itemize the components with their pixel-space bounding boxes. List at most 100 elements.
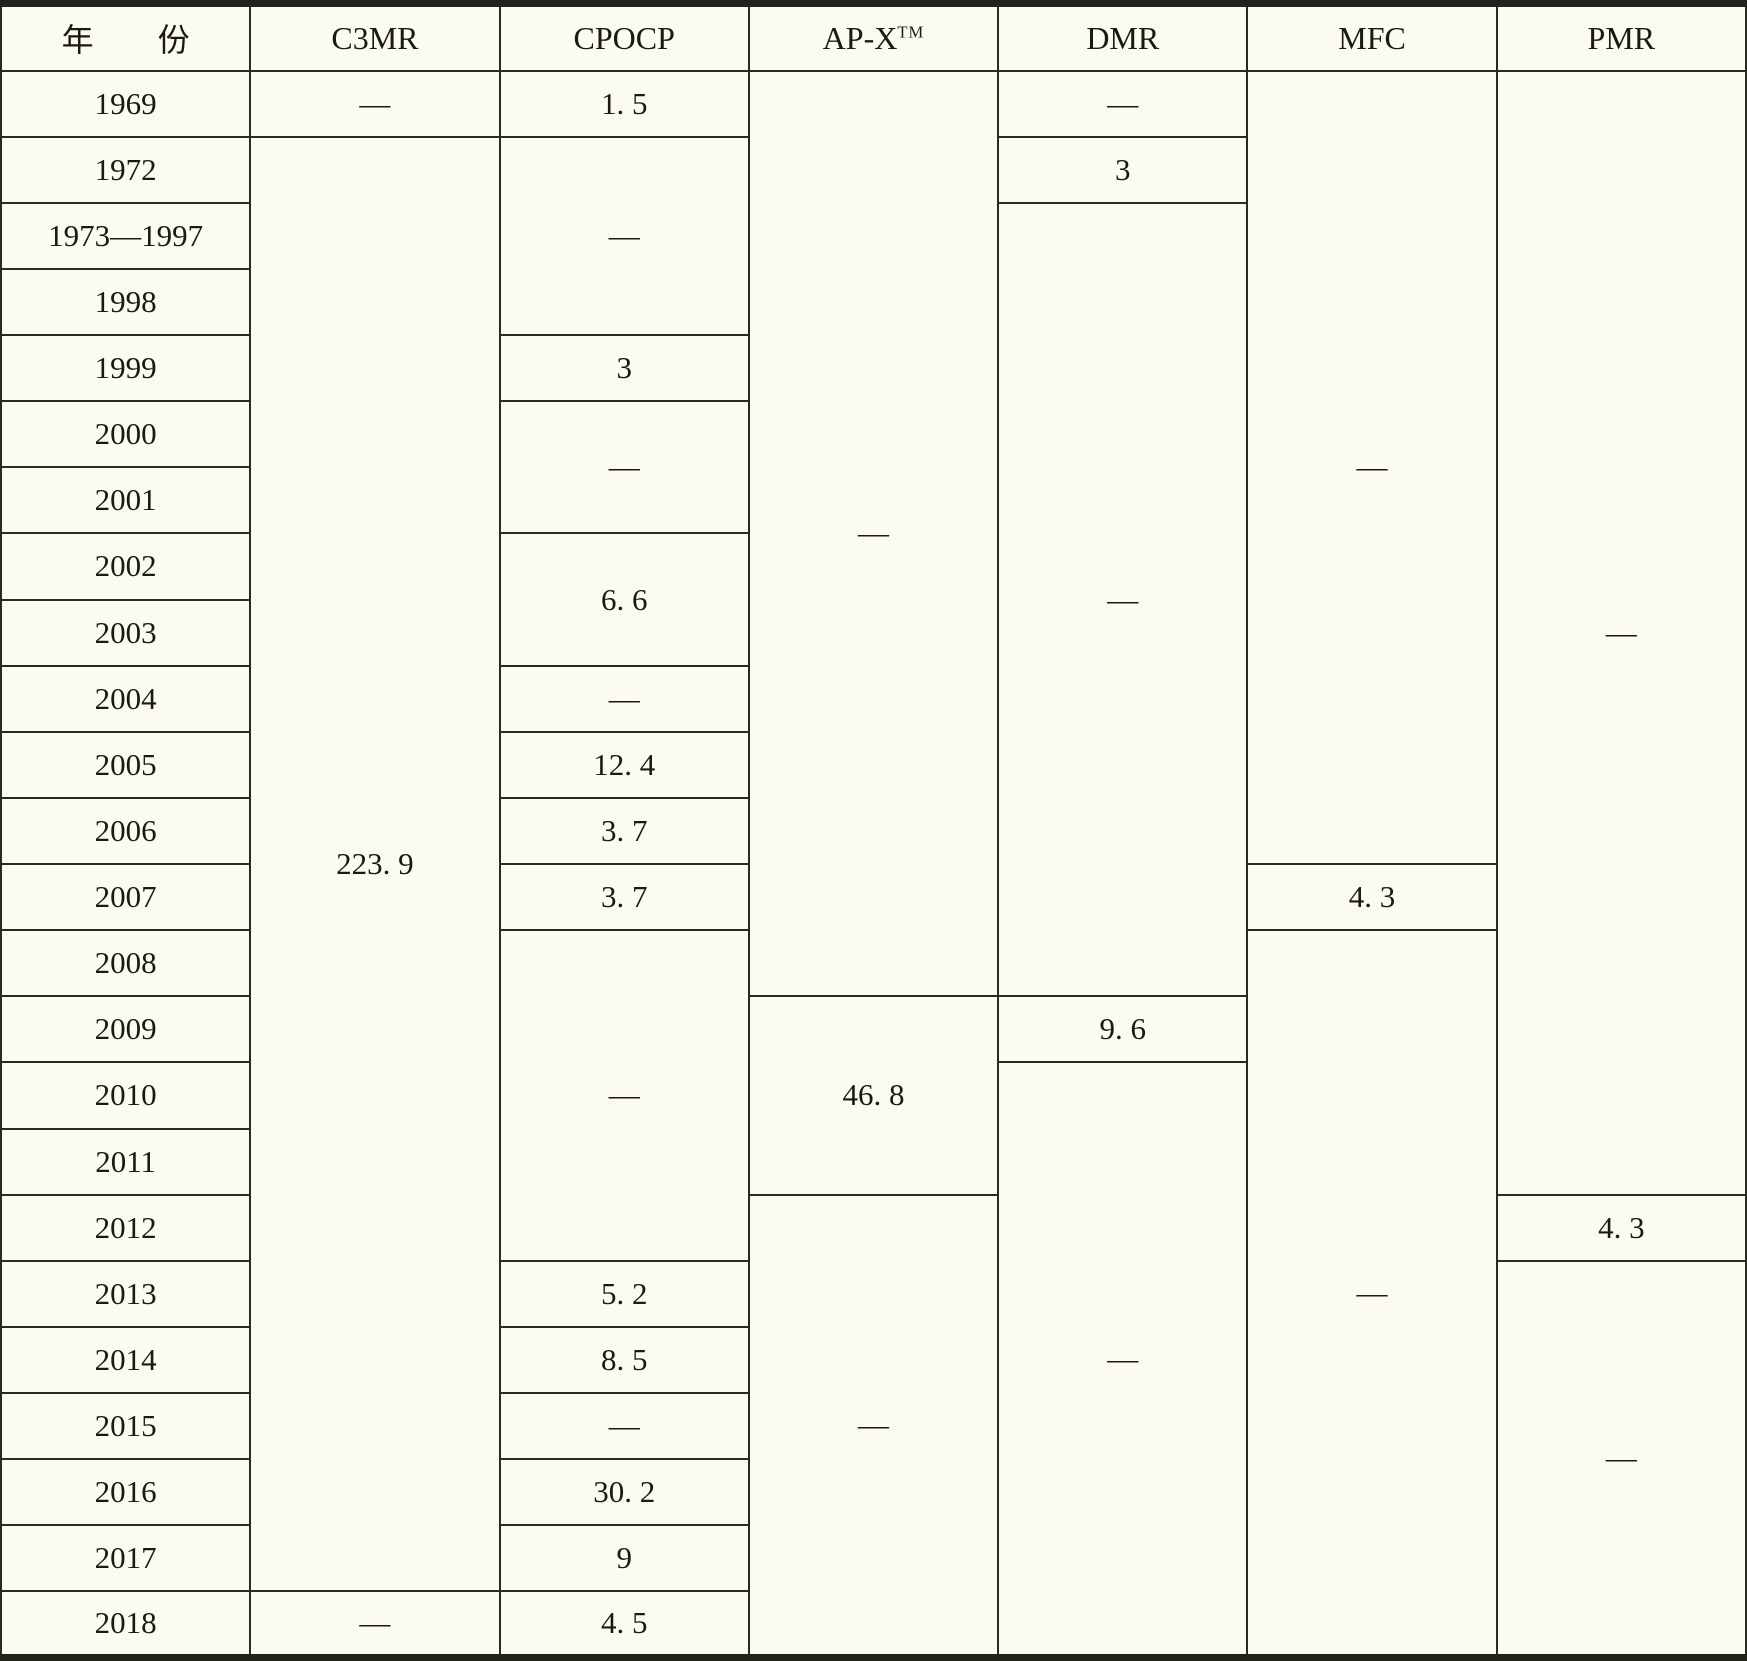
year-cell: 2015 (0, 1391, 252, 1461)
cell-cpocp: 5. 2 (498, 1259, 750, 1328)
cell-mfc: — (1246, 69, 1498, 865)
year-cell: 2006 (0, 796, 252, 866)
year-cell: 2007 (0, 862, 252, 932)
column-header-mfc: MFC (1246, 2, 1498, 72)
column-label: AP-X (822, 19, 898, 56)
table-row-2006: 2006 3. 7 (0, 796, 1746, 866)
year-cell: 2011 (0, 1127, 252, 1196)
cell-dmr: — (997, 201, 1249, 998)
cell-cpocp: — (498, 1391, 750, 1461)
table-row-2008: 2008— — (0, 929, 1746, 1659)
table-row-2009: 2009 46. 8 9. 6 (0, 995, 1746, 1196)
column-header-c3mr: C3MR (249, 2, 501, 72)
table-header: 年 份 C3MR CPOCP AP-XTM DMR MFC PMR (0, 2, 1747, 72)
year-cell: 2005 (0, 730, 252, 799)
column-header-dmr: DMR (997, 2, 1249, 72)
table-row-2002: 2002 6. 6 (0, 532, 1746, 667)
cell-cpocp: 12. 4 (498, 730, 750, 799)
year-cell: 2013 (0, 1259, 252, 1328)
table-row-2012: 2012—4. 3 (0, 1193, 1747, 1659)
cell-cpocp: — (498, 664, 750, 733)
year-cell: 2012 (0, 1193, 252, 1262)
cell-pmr: — (1495, 1259, 1747, 1659)
year-cell: 2014 (0, 1325, 252, 1395)
table-row-1972: 1972 223. 9—3 (0, 135, 1746, 1593)
table-row-2003: 2003 (0, 598, 1746, 667)
table-row-1998: 1998 (0, 267, 1746, 337)
table-row-2011: 2011 (0, 1127, 1746, 1196)
cell-cpocp: 3 (498, 333, 750, 403)
column-label: DMR (1086, 19, 1160, 56)
cell-apx: 46. 8 (747, 995, 1000, 1196)
year-cell: 1999 (0, 333, 252, 403)
year-cell: 1973—1997 (0, 201, 252, 270)
cell-dmr: 9. 6 (997, 995, 1249, 1064)
table-row-2007: 2007 3. 7 4. 3 (0, 862, 1746, 932)
table-row-2014: 2014 8. 5 (0, 1325, 1746, 1395)
cell-apx: — (747, 69, 1000, 998)
table-row-2013: 2013 5. 2 — (0, 1259, 1747, 1659)
cell-cpocp: — (498, 929, 750, 1262)
cell-pmr: — (1495, 69, 1747, 1196)
cell-cpocp: 8. 5 (498, 1325, 750, 1395)
year-cell: 2010 (0, 1061, 252, 1130)
cell-cpocp: — (498, 400, 750, 535)
cell-cpocp: 3. 7 (498, 796, 750, 866)
table-row-1999: 1999 3 (0, 333, 1746, 403)
table-row-2001: 2001 (0, 466, 1746, 535)
column-header-cpocp: CPOCP (498, 2, 750, 72)
year-cell: 2018 (0, 1590, 252, 1659)
table-row-2016: 2016 30. 2 (0, 1458, 1746, 1527)
table-row-2000: 2000 — (0, 400, 1746, 535)
table-row-2017: 2017 9 (0, 1524, 1746, 1593)
cell-c3mr: — (249, 1590, 501, 1659)
table-row-2005: 2005 12. 4 (0, 730, 1746, 799)
year-cell: 2009 (0, 995, 252, 1064)
year-cell: 2004 (0, 664, 252, 733)
column-header-apx: AP-XTM (747, 2, 1000, 72)
cell-dmr: 3 (997, 135, 1249, 204)
year-cell: 2001 (0, 466, 252, 535)
year-cell: 1969 (0, 69, 252, 138)
cell-c3mr: — (249, 69, 501, 138)
cell-cpocp: 6. 6 (498, 532, 750, 667)
trademark-superscript: TM (897, 22, 925, 42)
cell-dmr: — (997, 1061, 1249, 1659)
table-row-2004: 2004 — (0, 664, 1746, 733)
year-cell: 2016 (0, 1458, 252, 1527)
cell-cpocp: 4. 5 (498, 1590, 750, 1659)
year-cell: 2002 (0, 532, 252, 601)
cell-cpocp: 3. 7 (498, 862, 750, 932)
year-cell: 1998 (0, 267, 252, 337)
table-row-2018: 2018—4. 5 (0, 1590, 1746, 1659)
table-row-1973—1997: 1973—1997 — (0, 201, 1746, 998)
column-label: C3MR (331, 19, 419, 56)
year-cell: 2000 (0, 400, 252, 469)
header-row: 年 份 C3MR CPOCP AP-XTM DMR MFC PMR (0, 2, 1747, 72)
column-label: PMR (1587, 19, 1656, 56)
column-label: CPOCP (573, 19, 675, 56)
year-cell: 2017 (0, 1524, 252, 1593)
cell-c3mr: 223. 9 (249, 135, 501, 1593)
year-cell: 1972 (0, 135, 252, 204)
cell-cpocp: 9 (498, 1524, 750, 1593)
column-header-pmr: PMR (1495, 2, 1747, 72)
cell-dmr: — (997, 69, 1249, 138)
table-body: 1969—1. 5— — — —1972 223. 9—3 1973—1997—1998 1… (0, 69, 1747, 1659)
column-label: 年 份 (61, 22, 190, 59)
cell-mfc: 4. 3 (1246, 862, 1498, 932)
cell-mfc: — (1246, 929, 1498, 1659)
cell-cpocp: 1. 5 (498, 69, 750, 138)
column-header-year: 年 份 (0, 2, 252, 72)
year-cell: 2003 (0, 598, 252, 667)
table-row-1969: 1969—1. 5— — — — (0, 69, 1747, 1196)
table-row-2010: 2010 — (0, 1061, 1746, 1659)
cell-pmr: 4. 3 (1495, 1193, 1747, 1262)
cell-cpocp: 30. 2 (498, 1458, 750, 1527)
column-label: MFC (1338, 19, 1406, 56)
cell-cpocp: — (498, 135, 750, 337)
table-row-2015: 2015 — (0, 1391, 1746, 1461)
cell-apx: — (747, 1193, 1000, 1659)
year-cell: 2008 (0, 929, 252, 998)
